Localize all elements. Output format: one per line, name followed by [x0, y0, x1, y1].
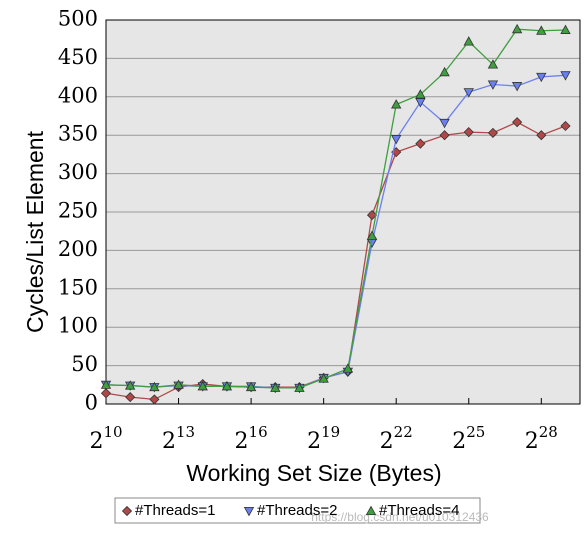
data-point: [149, 394, 160, 405]
data-point: [197, 381, 208, 391]
x-tick-exponent: 10: [103, 423, 122, 441]
data-point: [100, 379, 112, 389]
y-tick-label: 200: [58, 237, 98, 261]
x-tick-exponent: 13: [176, 423, 195, 441]
data-point: [415, 98, 426, 108]
y-tick-label: 300: [58, 160, 98, 184]
data-point: [366, 230, 378, 240]
data-point: [463, 88, 474, 98]
data-point: [439, 66, 450, 77]
legend-marker: [243, 506, 255, 517]
legend-box: [114, 497, 481, 524]
data-point: [463, 127, 474, 138]
x-tick-base: 2: [235, 429, 249, 454]
x-tick-exponent: 19: [321, 423, 340, 441]
data-point: [439, 130, 450, 141]
x-tick-base: 2: [380, 429, 394, 454]
x-tick-exponent: 25: [466, 423, 485, 441]
watermark: https://blog.csdn.net/u010312436: [311, 510, 489, 524]
legend-marker: [365, 505, 377, 515]
x-tick-base: 2: [307, 429, 321, 454]
data-point: [463, 36, 474, 46]
y-tick-label: 500: [58, 7, 98, 31]
x-tick-exponent: 16: [249, 423, 268, 441]
x-tick-label: 213: [162, 423, 195, 454]
data-point: [415, 89, 426, 99]
data-point: [511, 82, 523, 92]
data-point: [536, 25, 547, 35]
data-point: [512, 117, 523, 128]
data-point: [245, 381, 257, 392]
data-point: [149, 381, 160, 392]
y-tick-label: 400: [58, 83, 98, 107]
y-tick-label: 0: [85, 391, 98, 415]
x-tick-label: 222: [380, 423, 413, 454]
data-point: [125, 380, 136, 390]
y-axis-title: Cycles/List Element: [22, 130, 48, 333]
data-point: [536, 72, 547, 83]
x-tick-label: 216: [235, 423, 268, 454]
legend-label: #Threads=2: [257, 502, 337, 519]
data-point: [560, 120, 571, 132]
x-tick-base: 2: [162, 429, 176, 454]
data-point: [536, 130, 547, 141]
x-tick-label: 225: [452, 423, 485, 454]
data-point: [487, 80, 499, 90]
data-point: [415, 138, 426, 149]
x-tick-base: 2: [452, 429, 466, 454]
legend-label: #Threads=4: [379, 502, 459, 519]
data-point: [560, 24, 571, 34]
y-tick-label: 100: [58, 314, 98, 338]
x-tick-base: 2: [89, 429, 103, 454]
data-point: [100, 388, 112, 399]
data-point: [391, 135, 402, 145]
data-point: [270, 382, 281, 392]
data-point: [294, 382, 305, 392]
data-point: [366, 210, 378, 221]
y-tick-label: 150: [58, 275, 98, 299]
data-point: [391, 99, 402, 109]
y-tick-label: 250: [58, 199, 98, 223]
data-point: [125, 392, 136, 403]
y-tick-label: 50: [71, 352, 98, 376]
data-point: [221, 381, 233, 391]
x-tick-exponent: 22: [394, 423, 413, 441]
data-point: [487, 127, 499, 138]
data-point: [318, 373, 329, 383]
data-point: [439, 118, 450, 129]
x-tick-exponent: 28: [539, 423, 558, 441]
series-line: [105, 28, 566, 389]
x-tick-base: 2: [525, 429, 539, 454]
plot-frame: [105, 19, 581, 405]
x-tick-label: 210: [89, 423, 122, 454]
x-axis-title: Working Set Size (Bytes): [186, 460, 441, 486]
data-point: [173, 379, 184, 389]
legend-label: #Threads=1: [135, 502, 215, 519]
data-point: [560, 71, 571, 81]
x-tick-label: 228: [525, 423, 558, 454]
data-point: [342, 363, 354, 373]
y-tick-label: 350: [58, 122, 98, 146]
y-tick-label: 450: [58, 45, 98, 69]
legend-marker: [121, 505, 133, 517]
data-point: [511, 23, 523, 34]
x-tick-label: 219: [307, 423, 340, 454]
data-point: [487, 59, 499, 69]
